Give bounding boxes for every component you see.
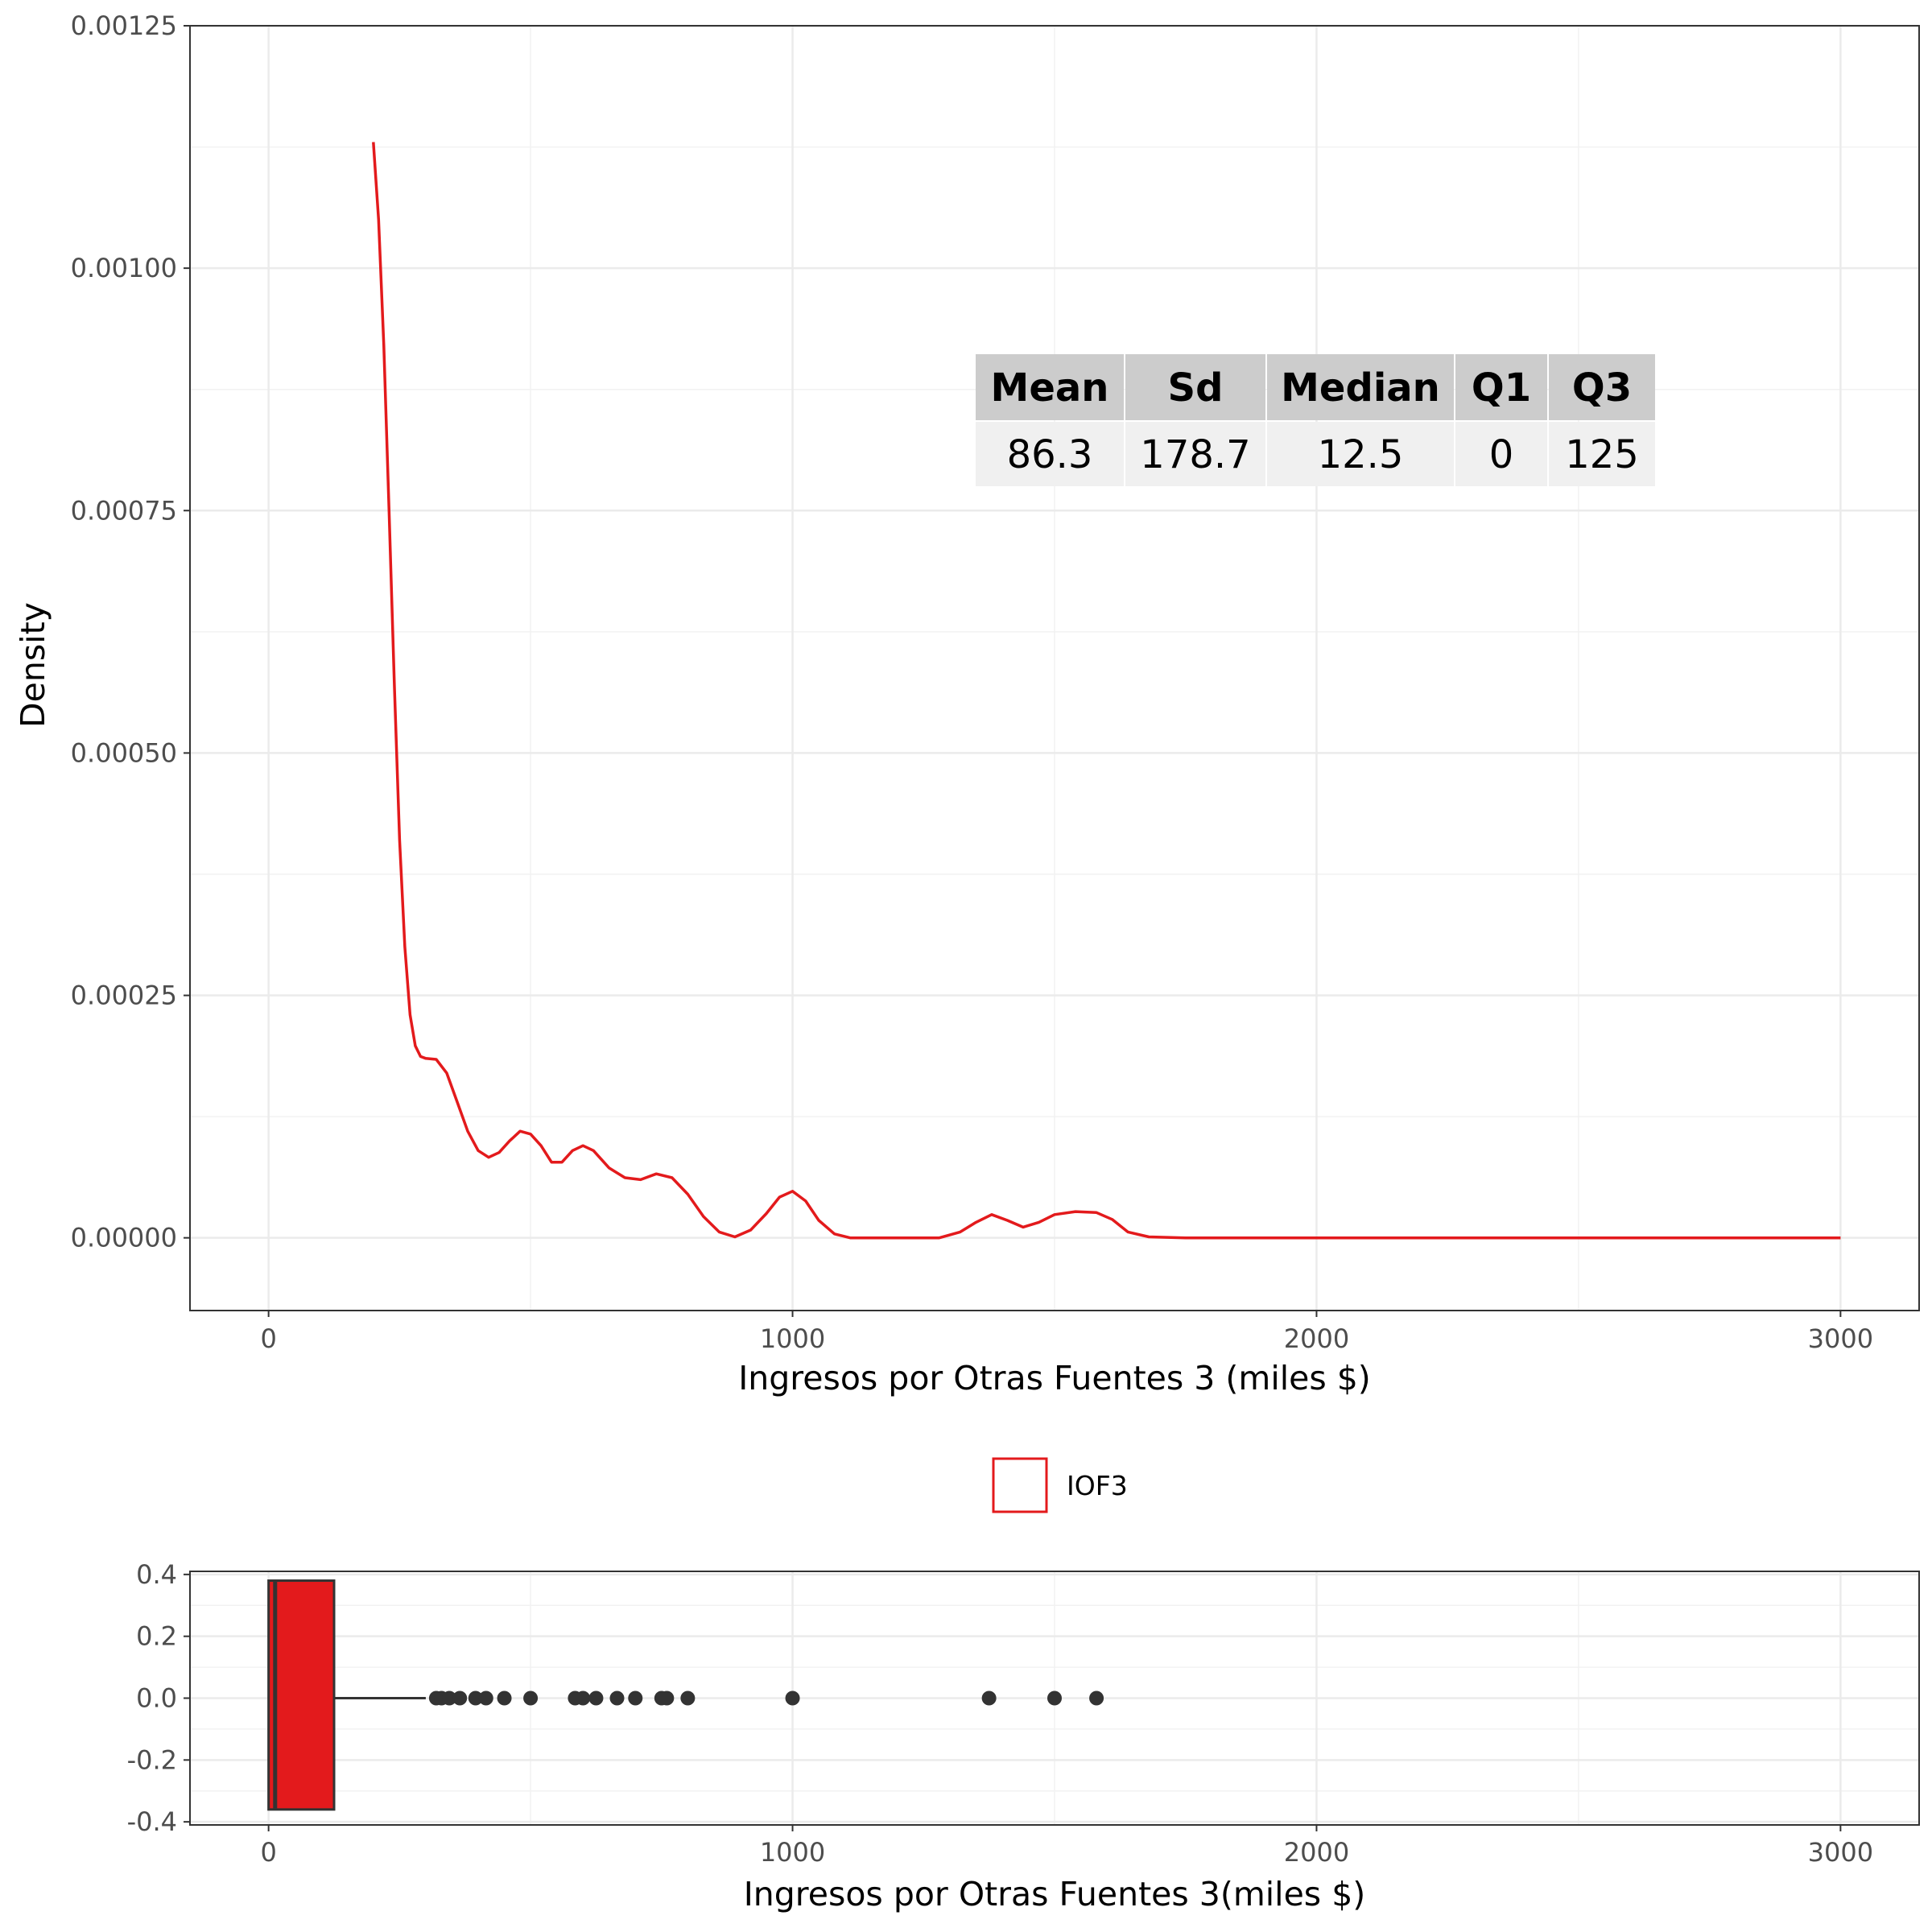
- density-y-tick-label: 0.00000: [71, 1223, 177, 1253]
- boxplot-outlier-point: [523, 1690, 539, 1706]
- boxplot-outlier-point: [628, 1690, 643, 1706]
- boxplot-y-tick-label: -0.2: [127, 1744, 177, 1775]
- stats-header-q3: Q3: [1572, 365, 1632, 411]
- boxplot-y-tick-label: -0.4: [127, 1806, 177, 1837]
- boxplot-x-tick-label: 2000: [1284, 1837, 1349, 1868]
- stats-value-median: 12.5: [1318, 432, 1404, 477]
- boxplot-outlier-point: [981, 1690, 997, 1706]
- density-curve-iof3: [372, 142, 1841, 1240]
- boxplot-outlier-point: [442, 1690, 457, 1706]
- stats-value-mean: 86.3: [1007, 432, 1093, 477]
- boxplot-x-tick-label: 0: [260, 1837, 276, 1868]
- stats-header-median: Median: [1281, 365, 1440, 411]
- boxplot-outlier-point: [1047, 1690, 1062, 1706]
- density-panel-border: [189, 25, 1920, 1311]
- boxplot-x-axis: 0 1000 2000 3000: [260, 1825, 1873, 1868]
- density-y-tick-label: 0.00025: [71, 980, 177, 1011]
- boxplot-y-axis: -0.4 -0.2 0.0 0.2 0.4: [127, 1559, 190, 1837]
- boxplot-outlier-point: [609, 1690, 625, 1706]
- boxplot-box: [267, 1579, 336, 1811]
- boxplot-outlier-point: [785, 1690, 800, 1706]
- density-panel: Mean Sd Median Q1 Q3 86.3 178.7 12.5 0 125 0.0000…: [14, 10, 1920, 1397]
- boxplot-panel: -0.4 -0.2 0.0 0.2 0.4 0 1000 2000 3000 Ingresos…: [127, 1559, 1920, 1913]
- legend-label-iof3: IOF3: [1067, 1470, 1128, 1501]
- boxplot-outlier-point: [680, 1690, 696, 1706]
- boxplot-outlier-point: [576, 1690, 591, 1706]
- density-x-tick-label: 2000: [1284, 1323, 1349, 1354]
- boxplot-x-tick-label: 1000: [760, 1837, 825, 1868]
- boxplot-outlier-point: [497, 1690, 512, 1706]
- boxplot-x-tick-label: 3000: [1808, 1837, 1873, 1868]
- stats-value-cell: [976, 422, 1124, 486]
- legend: IOF3: [992, 1457, 1128, 1513]
- stats-header-sd: Sd: [1168, 365, 1224, 411]
- stats-table: Mean Sd Median Q1 Q3 86.3 178.7 12.5 0 125: [976, 354, 1655, 486]
- boxplot-outlier-point: [1089, 1690, 1104, 1706]
- stats-header-cell: [1455, 354, 1547, 420]
- density-x-axis: 0 1000 2000 3000: [260, 1311, 1873, 1354]
- boxplot-x-axis-title: Ingresos por Otras Fuentes 3(miles $): [744, 1875, 1366, 1913]
- density-y-tick-label: 0.00125: [71, 10, 177, 41]
- boxplot-y-tick-label: 0.0: [136, 1683, 177, 1714]
- stats-value-cell: [1455, 422, 1547, 486]
- boxplot-marks: [267, 1579, 1104, 1811]
- boxplot-outlier-point: [659, 1690, 675, 1706]
- boxplot-y-tick-label: 0.4: [136, 1559, 177, 1590]
- stats-value-cell: [1125, 422, 1265, 486]
- boxplot-outlier-point: [468, 1690, 483, 1706]
- density-y-tick-label: 0.00050: [71, 737, 177, 768]
- density-y-axis: 0.00000 0.00025 0.00050 0.00075 0.00100 0.001…: [71, 10, 190, 1253]
- density-x-axis-title: Ingresos por Otras Fuentes 3 (miles $): [738, 1359, 1371, 1397]
- stats-header-cell: [1267, 354, 1454, 420]
- legend-key-iof3: [992, 1457, 1048, 1513]
- stats-value-q1: 0: [1489, 432, 1514, 477]
- stats-header-cell: [1549, 354, 1655, 420]
- density-x-tick-label: 3000: [1808, 1323, 1873, 1354]
- density-x-tick-label: 0: [260, 1323, 276, 1354]
- density-y-axis-title: Density: [14, 602, 52, 728]
- density-y-tick-label: 0.00100: [71, 253, 177, 283]
- boxplot-y-tick-label: 0.2: [136, 1621, 177, 1652]
- stats-value-sd: 178.7: [1140, 432, 1250, 477]
- density-x-tick-label: 1000: [760, 1323, 825, 1354]
- stats-header-q1: Q1: [1472, 365, 1531, 411]
- density-curve-layer: [372, 142, 1841, 1240]
- boxplot-outlier-point: [452, 1690, 468, 1706]
- density-y-tick-label: 0.00075: [71, 495, 177, 526]
- stats-header-mean: Mean: [991, 365, 1109, 411]
- stats-value-cell: [1549, 422, 1655, 486]
- stats-header-cell: [976, 354, 1124, 420]
- stats-value-q3: 125: [1565, 432, 1639, 477]
- stats-value-cell: [1267, 422, 1454, 486]
- boxplot-outlier-point: [588, 1690, 604, 1706]
- stats-header-cell: [1125, 354, 1265, 420]
- boxplot-outlier-point: [478, 1690, 493, 1706]
